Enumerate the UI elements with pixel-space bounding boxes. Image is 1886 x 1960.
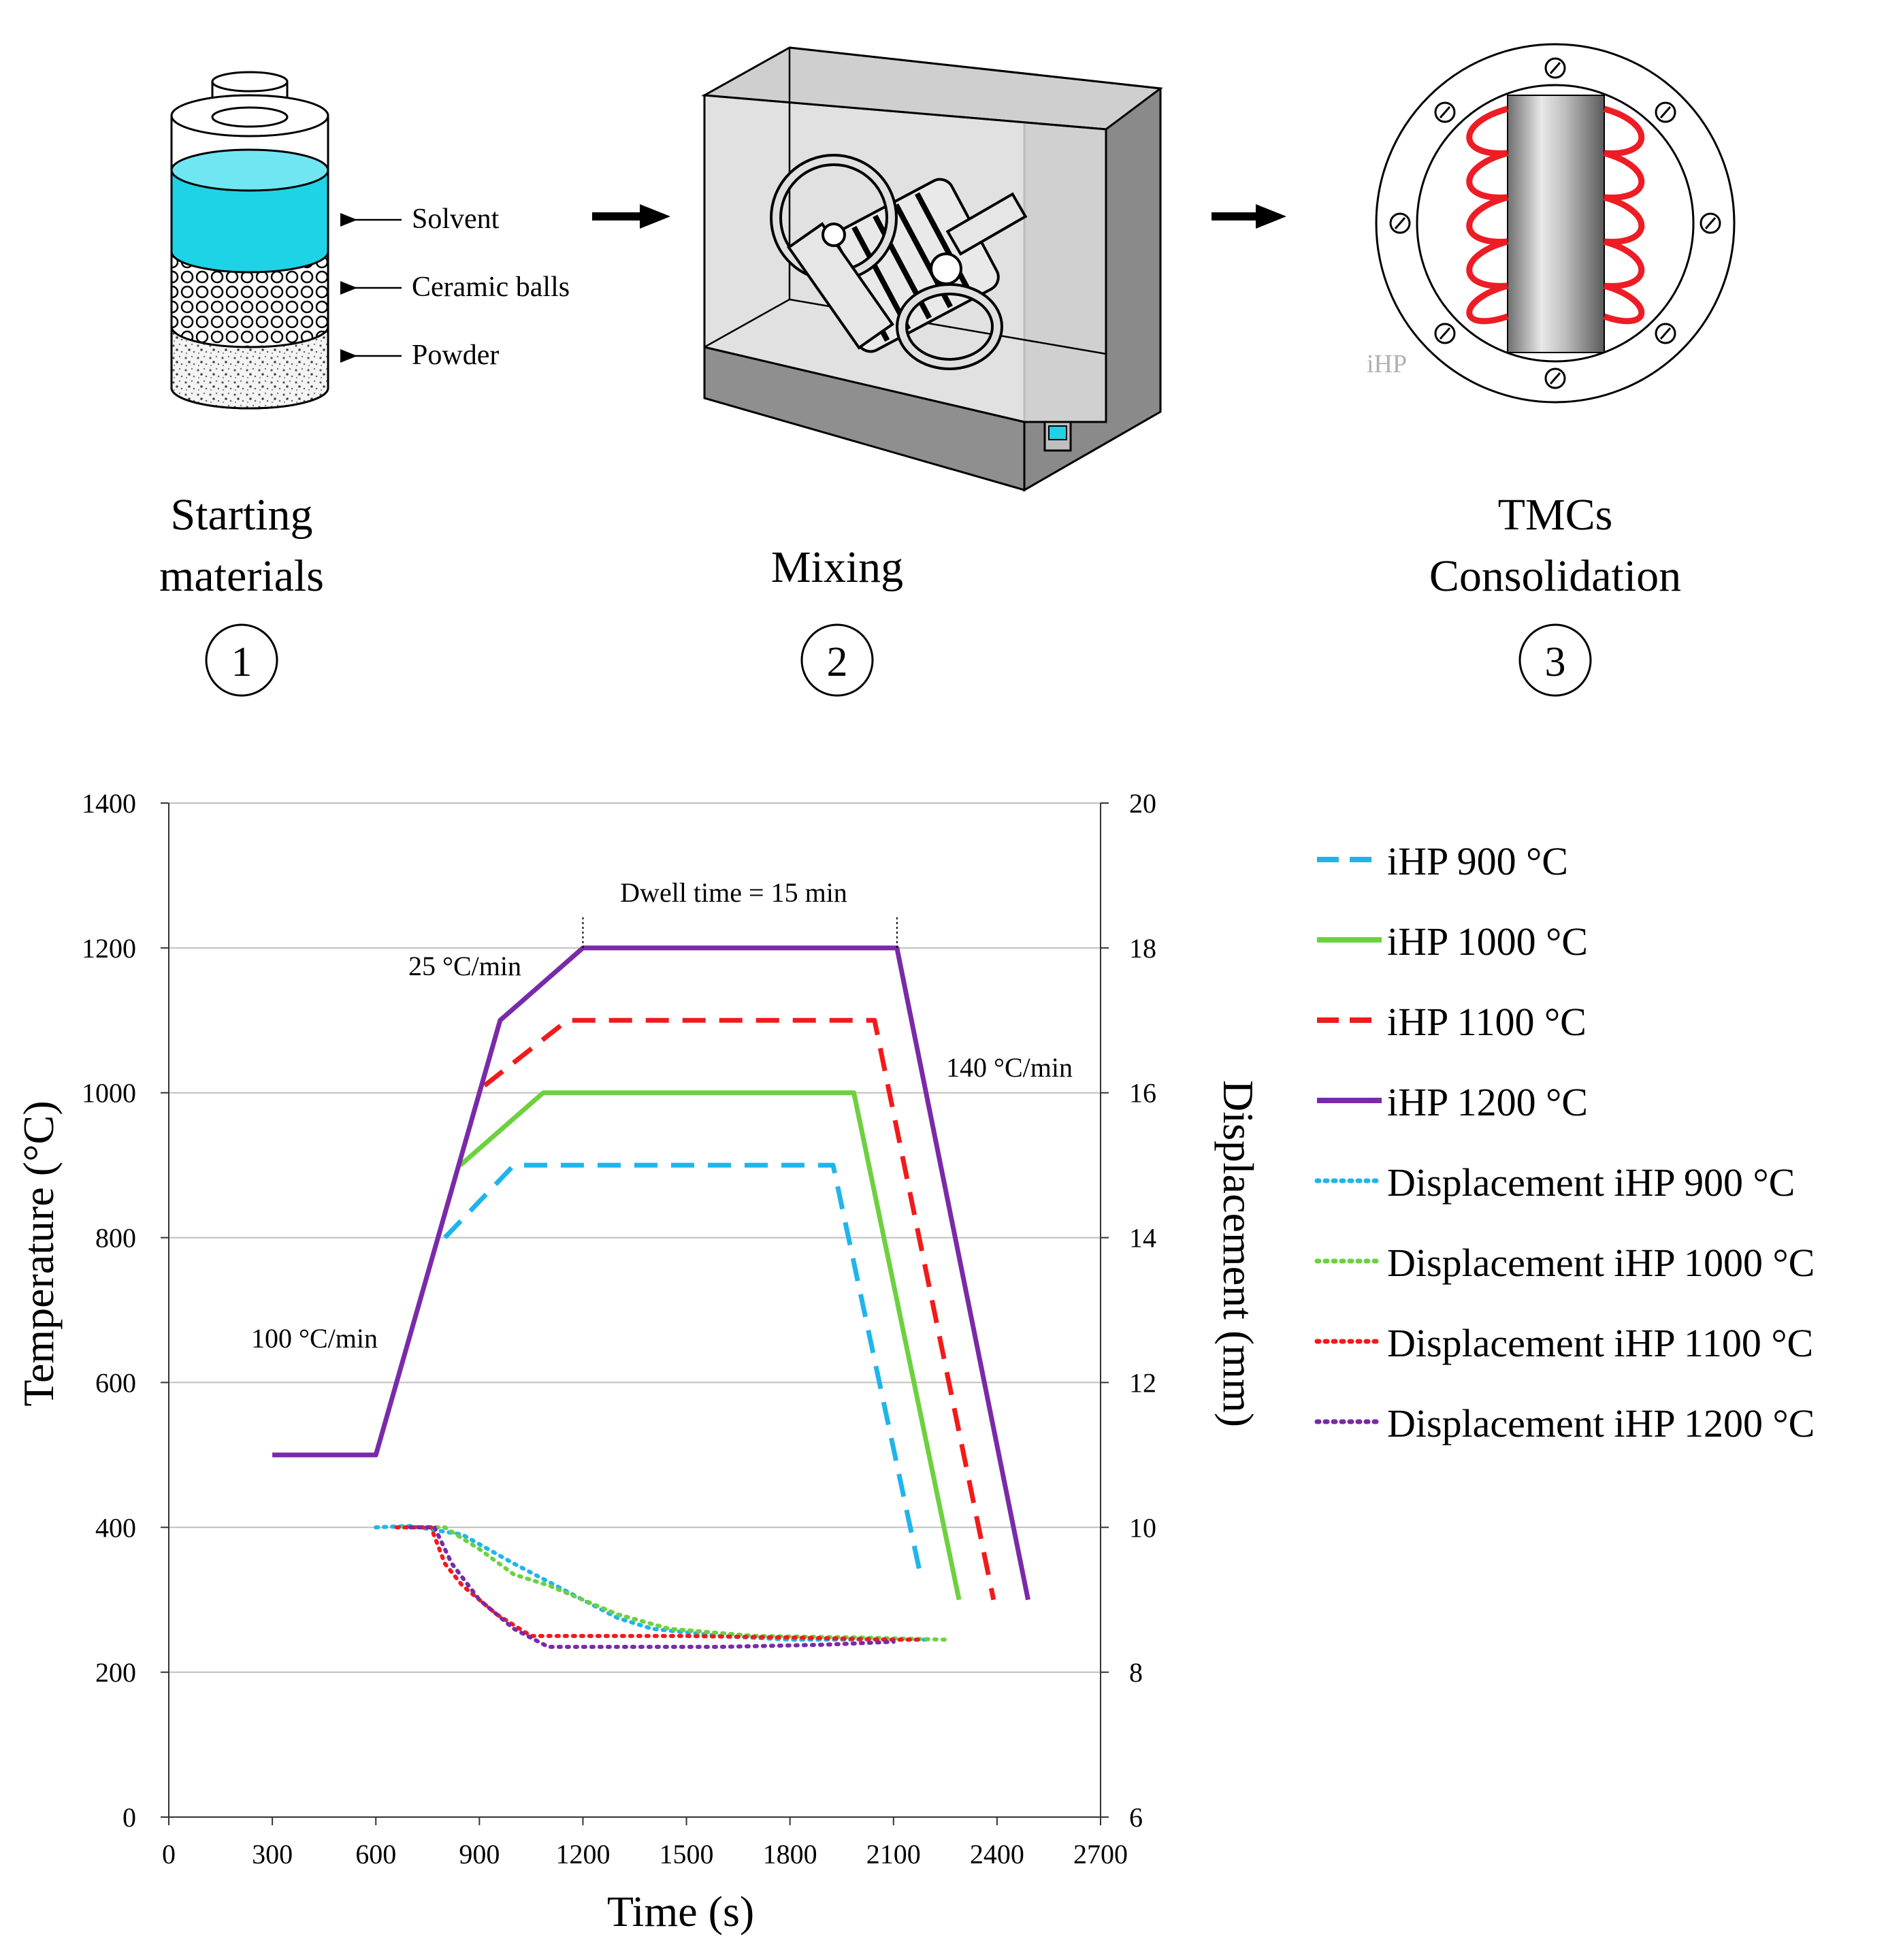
series-line-6 bbox=[401, 1525, 947, 1642]
step-3-title-line2: Consolidation bbox=[1429, 551, 1681, 601]
step-2-number: 2 bbox=[827, 639, 848, 685]
step-3-caption: TMCs Consolidation 3 bbox=[1429, 490, 1681, 697]
legend-label-7: Displacement iHP 1100 °C bbox=[1387, 1321, 1813, 1365]
y-axis-label: Temperature (°C) bbox=[14, 1100, 63, 1406]
solvent-label: Solvent bbox=[412, 203, 500, 235]
y2-tick-label: 14 bbox=[1129, 1223, 1156, 1254]
step-3-title-line1: TMCs bbox=[1498, 490, 1613, 540]
legend-label-1: iHP 900 °C bbox=[1387, 839, 1568, 883]
series-line-1 bbox=[443, 1162, 924, 1579]
series-line-2 bbox=[459, 1090, 962, 1601]
chart-series bbox=[272, 945, 1030, 1649]
step-1-number: 1 bbox=[231, 639, 253, 685]
powder-label: Powder bbox=[412, 340, 499, 371]
legend-label-5: Displacement iHP 900 °C bbox=[1387, 1160, 1795, 1205]
mixer-illustration bbox=[700, 46, 1163, 492]
x-axis-label: Time (s) bbox=[607, 1887, 754, 1936]
step-1-caption: Starting materials 1 bbox=[159, 490, 324, 697]
rate-100-annotation: 100 °C/min bbox=[251, 1323, 378, 1354]
legend-label-2: iHP 1000 °C bbox=[1387, 919, 1588, 964]
jar-labels: Solvent Ceramic balls Powder bbox=[340, 203, 570, 371]
y2-tick-label: 12 bbox=[1129, 1367, 1156, 1398]
x-tick-label: 0 bbox=[162, 1839, 176, 1869]
y2-tick-label: 8 bbox=[1129, 1657, 1143, 1688]
y2-tick-label: 18 bbox=[1129, 933, 1156, 964]
y-tick-label: 200 bbox=[95, 1657, 136, 1688]
legend-label-6: Displacement iHP 1000 °C bbox=[1387, 1241, 1815, 1285]
step-1-badge bbox=[205, 623, 278, 697]
x-tick-label: 2700 bbox=[1073, 1839, 1128, 1869]
balls-label: Ceramic balls bbox=[412, 272, 570, 303]
temperature-displacement-chart: 0 300 600 900 1200 1500 1800 2100 2400 2700 0 200 4… bbox=[14, 788, 1815, 1936]
legend-label-8: Displacement iHP 1200 °C bbox=[1387, 1401, 1815, 1446]
furnace-label: iHP bbox=[1367, 350, 1407, 378]
y-tick-label: 600 bbox=[95, 1367, 136, 1398]
x-tick-label: 2400 bbox=[970, 1839, 1024, 1869]
y2-tick-label: 16 bbox=[1129, 1078, 1156, 1109]
step-3-number: 3 bbox=[1545, 639, 1566, 685]
step-2-caption: Mixing 2 bbox=[771, 542, 903, 697]
furnace-illustration: iHP bbox=[1367, 43, 1736, 404]
legend-label-4: iHP 1200 °C bbox=[1387, 1080, 1588, 1124]
step-3-badge bbox=[1518, 623, 1592, 697]
x-tick-label: 1800 bbox=[763, 1839, 817, 1869]
y-tick-label: 400 bbox=[95, 1512, 136, 1543]
y-tick-label: 1200 bbox=[82, 933, 136, 964]
x-tick-label: 2100 bbox=[866, 1839, 921, 1869]
x-tick-labels: 0 300 600 900 1200 1500 1800 2100 2400 2700 bbox=[162, 1839, 1128, 1869]
rate-25-annotation: 25 °C/min bbox=[408, 951, 521, 981]
x-tick-label: 300 bbox=[252, 1839, 293, 1869]
chart-annotations: Dwell time = 15 min 25 °C/min 100 °C/min… bbox=[251, 877, 1073, 1354]
chart-legend: iHP 900 °C iHP 1000 °C iHP 1100 °C iHP 1200… bbox=[1314, 839, 1815, 1446]
step-1-title-line2: materials bbox=[159, 551, 324, 601]
y-tick-label: 1400 bbox=[82, 788, 136, 819]
y2-tick-label: 10 bbox=[1129, 1512, 1156, 1543]
step-2-badge bbox=[800, 623, 874, 697]
series-line-3 bbox=[483, 1017, 996, 1601]
step-2-title-line1: Mixing bbox=[771, 542, 903, 592]
jar-illustration bbox=[170, 71, 329, 410]
series-line-4 bbox=[272, 945, 1030, 1601]
y2-tick-labels: 6 8 10 12 14 16 18 20 bbox=[1129, 788, 1156, 1833]
legend-label-3: iHP 1100 °C bbox=[1387, 1000, 1587, 1044]
chart-axes bbox=[161, 802, 1109, 1825]
y2-axis-label: Displacement (mm) bbox=[1214, 1080, 1263, 1427]
rate-140-annotation: 140 °C/min bbox=[946, 1052, 1073, 1083]
y-tick-labels: 0 200 400 600 800 1000 1200 1400 bbox=[82, 788, 136, 1833]
x-tick-label: 1500 bbox=[660, 1839, 714, 1869]
chart-grid bbox=[169, 802, 1101, 1673]
flow-arrow-1 bbox=[592, 204, 670, 229]
step-1-title-line1: Starting bbox=[171, 490, 313, 540]
y-tick-label: 800 bbox=[95, 1223, 136, 1254]
y-tick-label: 0 bbox=[123, 1802, 136, 1833]
x-tick-label: 600 bbox=[355, 1839, 396, 1869]
y2-tick-label: 20 bbox=[1129, 788, 1156, 819]
x-tick-label: 1200 bbox=[555, 1839, 610, 1869]
y2-tick-label: 6 bbox=[1129, 1802, 1143, 1833]
x-tick-label: 900 bbox=[459, 1839, 500, 1869]
dwell-annotation: Dwell time = 15 min bbox=[620, 877, 847, 908]
series-line-8 bbox=[408, 1525, 896, 1649]
y-tick-label: 1000 bbox=[82, 1078, 136, 1109]
flow-arrow-2 bbox=[1212, 204, 1286, 229]
